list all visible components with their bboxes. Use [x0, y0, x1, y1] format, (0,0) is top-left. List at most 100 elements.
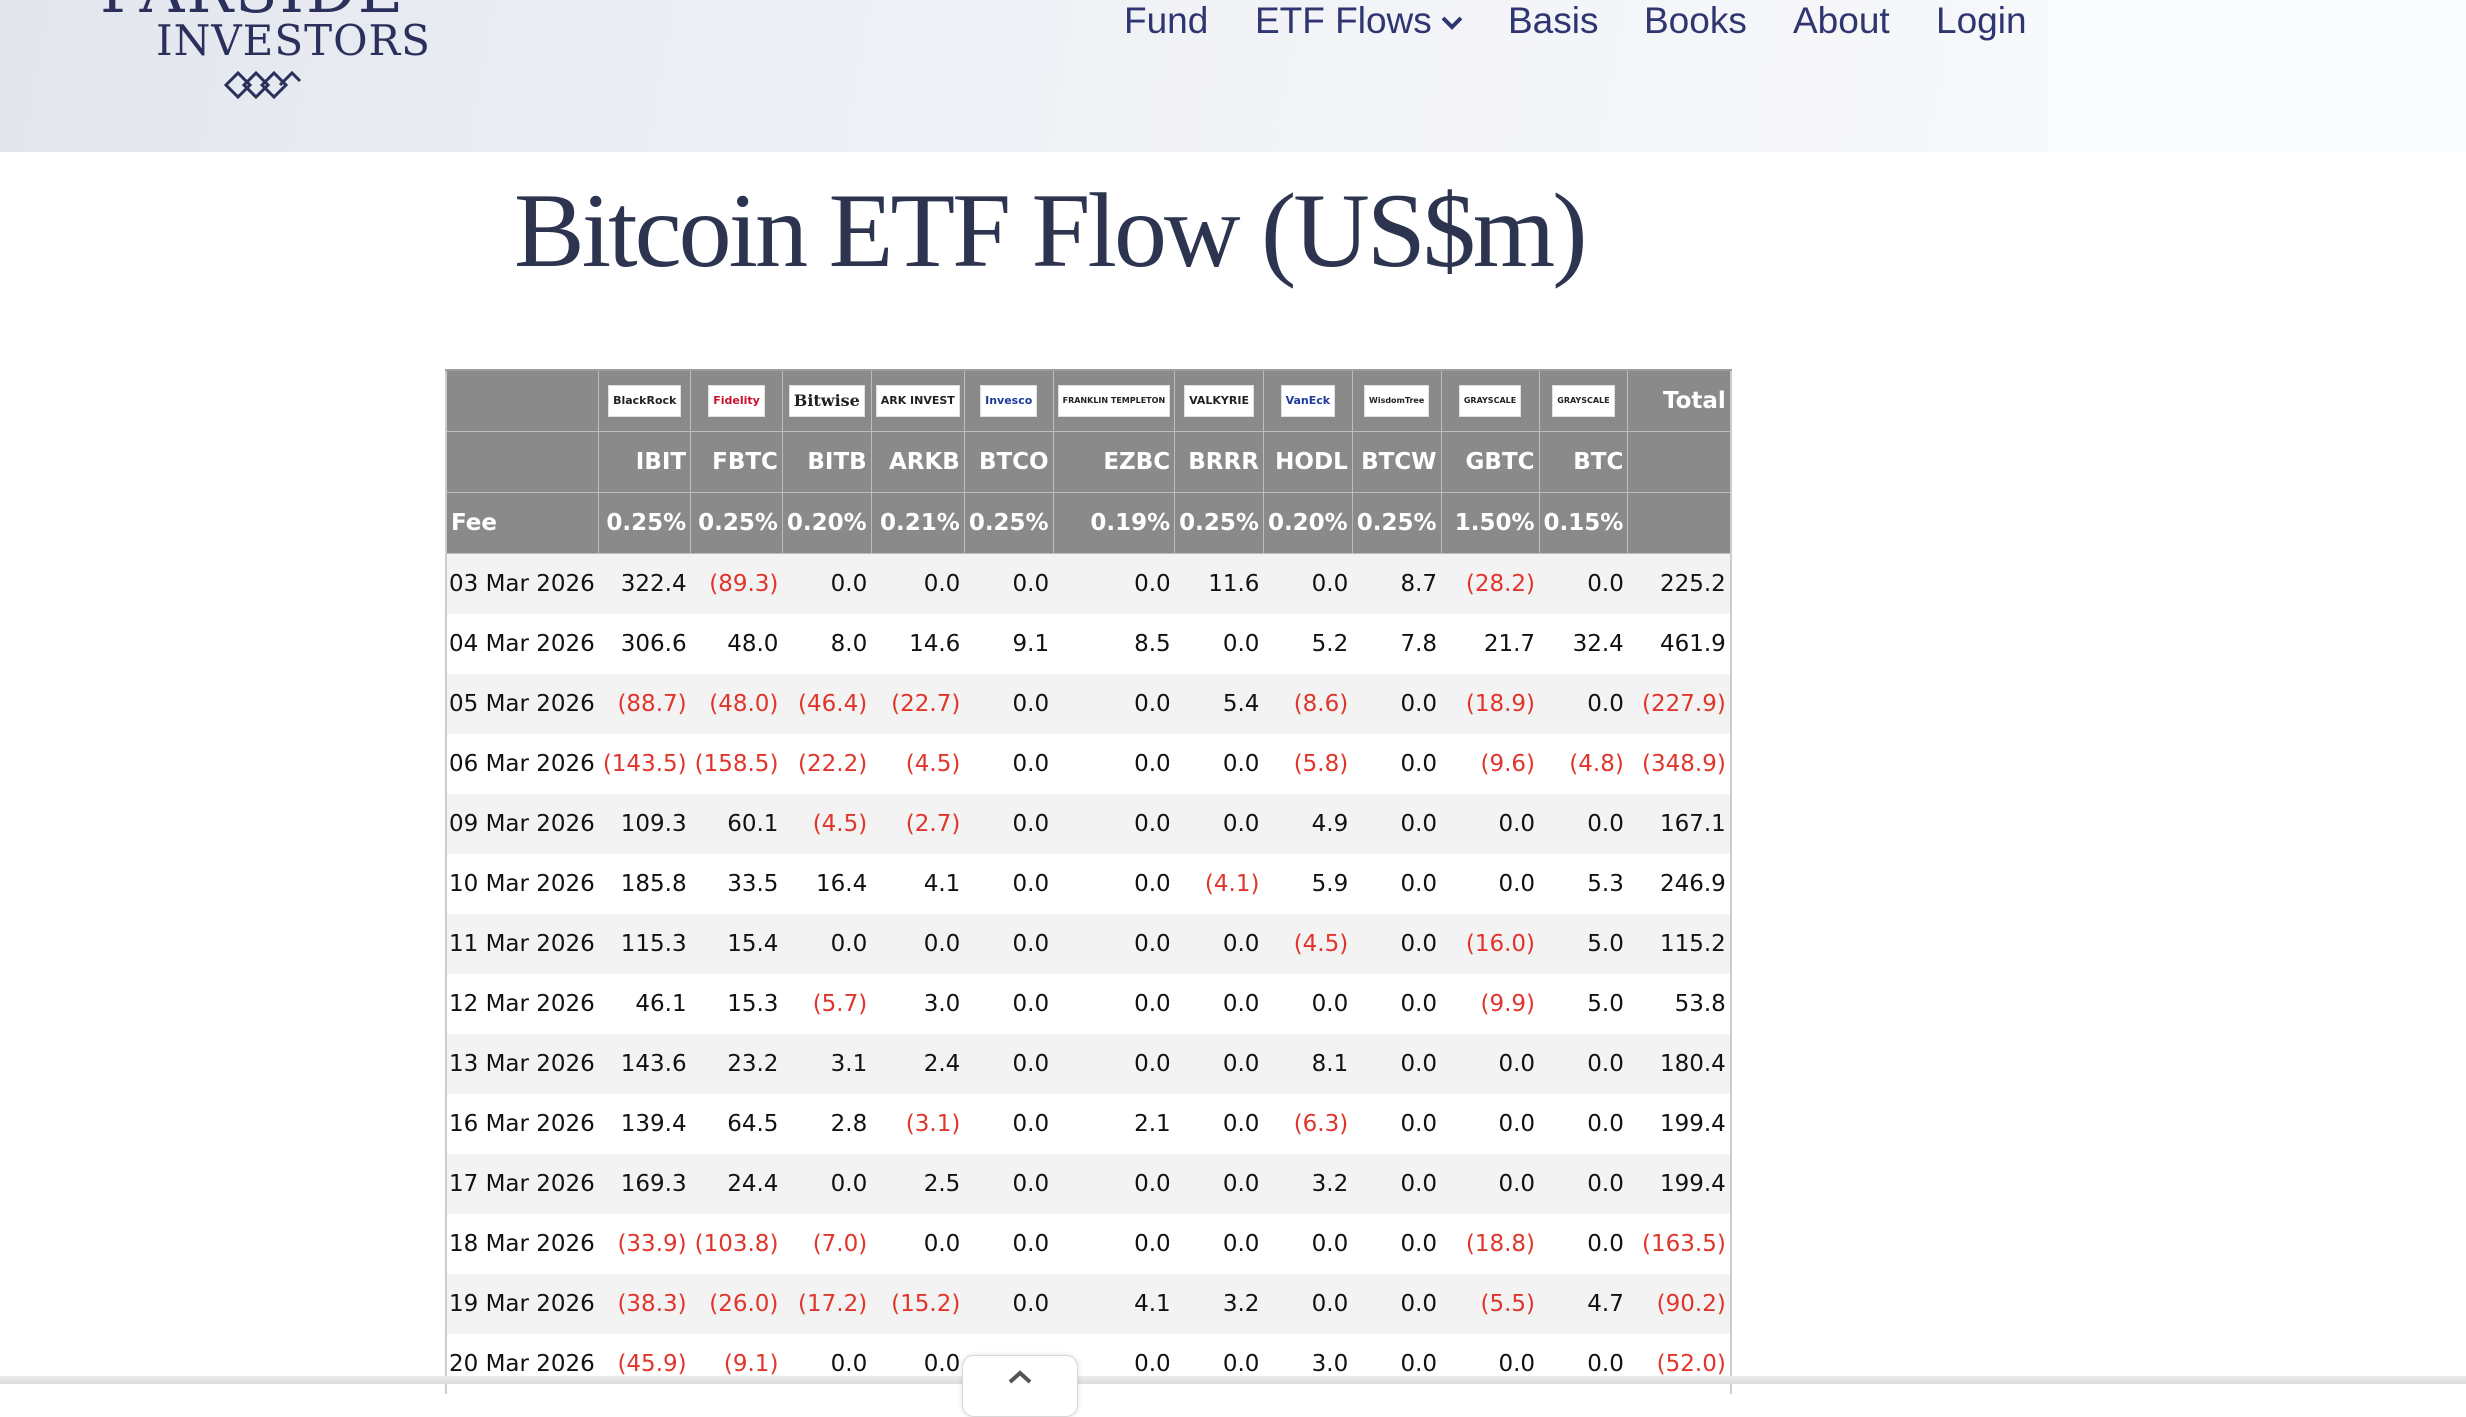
- table-row: 09 Mar 2026 109.3 60.1 (4.5) (2.7) 0.0 0.0 0.0 4…: [446, 794, 1731, 854]
- issuer-logo: Fidelity: [708, 385, 765, 417]
- flow-table-body: 03 Mar 2026 322.4 (89.3) 0.0 0.0 0.0 0.0 11.6 0.…: [446, 553, 1731, 1394]
- flow-cell: (38.3): [598, 1274, 691, 1334]
- date-cell: 18 Mar 2026: [446, 1214, 599, 1274]
- flow-cell: 0.0: [964, 854, 1054, 914]
- nav-about[interactable]: About: [1793, 0, 1890, 42]
- flow-cell: 0.0: [1441, 1334, 1540, 1394]
- issuer-logo-cell: Bitwise: [782, 369, 872, 432]
- flow-cell: 0.0: [1352, 674, 1442, 734]
- flow-cell: 0.0: [871, 914, 965, 974]
- ticker-header: BRRR: [1174, 431, 1264, 493]
- total-cell: 199.4: [1627, 1154, 1731, 1214]
- ticker-header: BTCO: [964, 431, 1054, 493]
- date-cell: 20 Mar 2026: [446, 1334, 599, 1394]
- total-cell: 167.1: [1627, 794, 1731, 854]
- header-blank: [1627, 431, 1732, 493]
- issuer-logo: GRAYSCALE: [1458, 385, 1522, 417]
- scroll-to-top-button[interactable]: [962, 1355, 1078, 1417]
- nav-basis[interactable]: Basis: [1508, 0, 1598, 42]
- fee-cell: 0.21%: [871, 492, 965, 554]
- fee-cell: 0.20%: [1263, 492, 1353, 554]
- flow-cell: (33.9): [598, 1214, 691, 1274]
- flow-cell: 0.0: [1352, 974, 1442, 1034]
- page-bottom-edge: [0, 1376, 2466, 1384]
- nav-books-label: Books: [1644, 0, 1747, 41]
- flow-cell: 3.2: [1174, 1274, 1264, 1334]
- ticker-header: EZBC: [1053, 431, 1176, 493]
- date-cell: 09 Mar 2026: [446, 794, 599, 854]
- table-row: 10 Mar 2026 185.8 33.5 16.4 4.1 0.0 0.0 (4.1) 5.…: [446, 854, 1731, 914]
- flow-cell: (6.3): [1263, 1094, 1353, 1154]
- flow-cell: 0.0: [1441, 1094, 1540, 1154]
- flow-cell: (158.5): [690, 734, 783, 794]
- flow-cell: 7.8: [1352, 614, 1442, 674]
- nav-login[interactable]: Login: [1936, 0, 2027, 42]
- date-cell: 13 Mar 2026: [446, 1034, 599, 1094]
- issuer-logo: FRANKLIN TEMPLETON: [1057, 385, 1171, 417]
- flow-cell: 4.1: [1053, 1274, 1175, 1334]
- fee-label: Fee: [446, 492, 600, 554]
- flow-cell: (5.7): [782, 974, 872, 1034]
- flow-cell: 0.0: [1539, 553, 1628, 614]
- table-row: 12 Mar 2026 46.1 15.3 (5.7) 3.0 0.0 0.0 0.0 0.0 0…: [446, 974, 1731, 1034]
- nav-etf-flows[interactable]: ETF Flows: [1255, 0, 1464, 42]
- chevron-up-icon: [1008, 1370, 1032, 1384]
- flow-cell: 0.0: [1441, 1034, 1540, 1094]
- date-cell: 16 Mar 2026: [446, 1094, 599, 1154]
- flow-cell: 0.0: [1053, 1214, 1175, 1274]
- flow-cell: 8.1: [1263, 1034, 1353, 1094]
- flow-cell: 143.6: [598, 1034, 691, 1094]
- chevron-down-icon: [1441, 16, 1463, 31]
- issuer-logo-cell: Invesco: [964, 369, 1054, 432]
- total-cell: (227.9): [1627, 674, 1731, 734]
- flow-cell: 0.0: [782, 1154, 872, 1214]
- ticker-header: FBTC: [690, 431, 783, 493]
- flow-cell: (15.2): [871, 1274, 965, 1334]
- flow-cell: 109.3: [598, 794, 691, 854]
- issuer-logo: VanEck: [1280, 385, 1336, 417]
- issuer-logo-cell: Fidelity: [690, 369, 783, 432]
- issuer-logo-cell: GRAYSCALE: [1539, 369, 1629, 432]
- flow-cell: 0.0: [871, 553, 965, 614]
- flow-cell: 0.0: [1174, 614, 1264, 674]
- issuer-logo: WisdomTree: [1364, 385, 1430, 417]
- flow-cell: 0.0: [1174, 974, 1264, 1034]
- nav-books[interactable]: Books: [1644, 0, 1747, 42]
- total-cell: 199.4: [1627, 1094, 1731, 1154]
- flow-cell: 0.0: [1539, 674, 1628, 734]
- flow-cell: 0.0: [964, 914, 1054, 974]
- date-cell: 19 Mar 2026: [446, 1274, 599, 1334]
- date-cell: 12 Mar 2026: [446, 974, 599, 1034]
- flow-cell: 0.0: [964, 674, 1054, 734]
- flow-cell: 0.0: [1539, 794, 1628, 854]
- flow-cell: (48.0): [690, 674, 783, 734]
- flow-cell: 5.9: [1263, 854, 1353, 914]
- fee-cell: 1.50%: [1441, 492, 1540, 554]
- date-cell: 17 Mar 2026: [446, 1154, 599, 1214]
- date-cell: 10 Mar 2026: [446, 854, 599, 914]
- flow-cell: 0.0: [1352, 1154, 1442, 1214]
- nav-fund[interactable]: Fund: [1124, 0, 1208, 42]
- fee-cell: 0.25%: [690, 492, 783, 554]
- flow-cell: 0.0: [1263, 1214, 1353, 1274]
- flow-cell: (9.6): [1441, 734, 1540, 794]
- flow-cell: 0.0: [1441, 1154, 1540, 1214]
- fee-row: Fee 0.25% 0.25% 0.20% 0.21% 0.25% 0.19% 0.25% 0…: [446, 492, 1732, 554]
- flow-cell: (89.3): [690, 553, 783, 614]
- flow-cell: (18.8): [1441, 1214, 1540, 1274]
- fee-cell: 0.25%: [598, 492, 692, 554]
- total-cell: (348.9): [1627, 734, 1731, 794]
- flow-cell: 0.0: [782, 914, 872, 974]
- flow-cell: 0.0: [782, 1334, 872, 1394]
- flow-cell: 48.0: [690, 614, 783, 674]
- flow-cell: 0.0: [1174, 1334, 1264, 1394]
- site-logo[interactable]: FARSIDE INVESTORS: [100, 0, 440, 110]
- header-blank: [1627, 492, 1732, 554]
- issuer-logo: VALKYRIE: [1184, 385, 1254, 417]
- flow-cell: 5.2: [1263, 614, 1353, 674]
- ticker-header: ARKB: [871, 431, 965, 493]
- flow-cell: 21.7: [1441, 614, 1540, 674]
- flow-cell: (22.7): [871, 674, 965, 734]
- flow-cell: 0.0: [1352, 734, 1442, 794]
- total-cell: 461.9: [1627, 614, 1731, 674]
